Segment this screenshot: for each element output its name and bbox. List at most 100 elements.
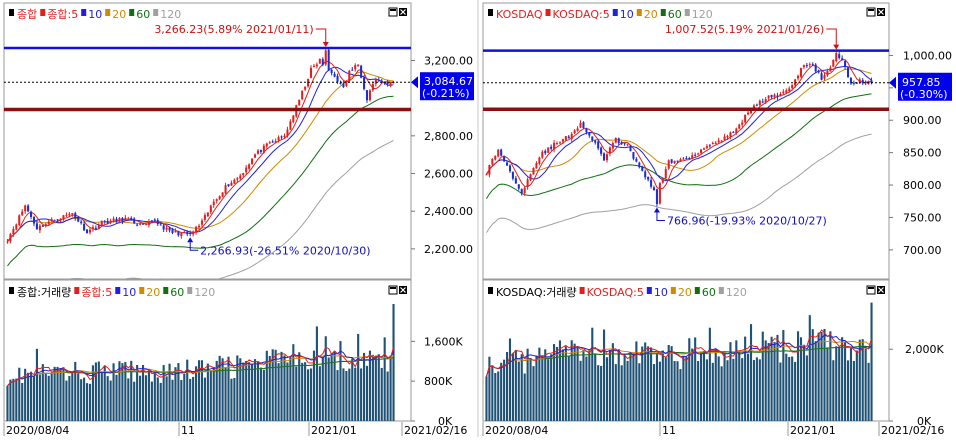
volume-subchart: 종합:거래량 종합:5 10 20 60 120 [3, 279, 412, 422]
volume-bar [348, 368, 351, 421]
volume-bar [106, 376, 109, 421]
maximize-icon[interactable] [388, 285, 398, 295]
volume-bar [779, 362, 782, 421]
candle-body [41, 225, 44, 227]
candle-body [576, 128, 579, 131]
candle-body [714, 142, 717, 145]
square-marker-icon [670, 287, 676, 294]
volume-bar [212, 366, 215, 421]
candle-body [520, 189, 523, 194]
low-annotation: 2,266.93(-26.51% 2020/10/30) [187, 237, 371, 257]
volume-legend-item: KOSDAQ:5 [587, 286, 644, 299]
volume-bar [688, 338, 691, 421]
volume-ma-5-line [486, 329, 872, 377]
candle-body [239, 175, 242, 179]
candle-body [183, 231, 186, 233]
volume-bar [298, 352, 301, 421]
price-axis-label: 2,600.00 [424, 168, 473, 181]
panel-kosdaq: KOSDAQ KOSDAQ:5 10 20 60 120 1,007.52(5.19% 20… [482, 2, 890, 422]
candle-body [561, 139, 564, 142]
candle-body [251, 158, 254, 165]
volume-bar [602, 329, 606, 421]
volume-bar [197, 360, 201, 421]
volume-bar [629, 353, 632, 421]
volume-bar [529, 357, 532, 421]
square-marker-icon [684, 9, 690, 16]
volume-moving-averages [7, 346, 394, 387]
candle-body [652, 187, 656, 191]
volume-bar [44, 373, 47, 421]
candle-body [635, 158, 638, 162]
volume-bar [764, 340, 767, 421]
volume-bar [153, 373, 156, 421]
candle-body [529, 174, 532, 181]
volume-bar [776, 334, 779, 421]
volume-bar [195, 366, 198, 421]
candle-body [708, 145, 711, 147]
volume-legend-item: 종합:5 [81, 286, 112, 299]
volume-bar [242, 362, 245, 421]
volume-bar [118, 361, 121, 421]
volume-bar [711, 362, 714, 421]
candle-body [53, 219, 56, 221]
candle-body [644, 171, 647, 178]
candle-body [497, 149, 500, 157]
volume-bar [245, 360, 248, 421]
volume-bar [826, 347, 829, 421]
volume-bar [697, 361, 700, 421]
maximize-icon[interactable] [866, 285, 876, 295]
volume-bar [823, 328, 826, 421]
volume-bar [50, 373, 53, 421]
candle-body [259, 149, 262, 152]
candle-body [741, 122, 744, 125]
candle-body [655, 189, 658, 205]
candle-body [227, 184, 230, 187]
volume-legend-item: 10 [122, 286, 136, 299]
maximize-icon[interactable] [866, 7, 876, 17]
low-annotation-arrow [189, 239, 199, 251]
candle-body [248, 164, 251, 169]
maximize-icon[interactable] [388, 7, 398, 17]
high-annotation: 3,266.23(5.89% 2021/01/11) [154, 23, 329, 48]
candle-body [694, 154, 697, 156]
candle-body [351, 69, 354, 71]
candle-body [15, 224, 18, 230]
volume-bar [511, 353, 514, 421]
price-legend-item: KOSDAQ:5 [553, 8, 610, 21]
volume-bar [626, 360, 629, 421]
volume-bar [705, 359, 708, 421]
volume-bar [386, 371, 389, 421]
candle-body [230, 182, 233, 186]
volume-axis-label: 800K [424, 375, 453, 388]
volume-bar [209, 370, 212, 421]
candle-body [68, 213, 71, 216]
candle-body [767, 95, 770, 99]
volume-bar [852, 360, 855, 421]
candle-body [603, 153, 606, 161]
volume-ma-60-line [486, 345, 872, 377]
volume-bar [752, 360, 756, 421]
candle-body [570, 133, 573, 140]
x-axis-label: 2020/08/04 [485, 424, 548, 437]
candle-body [553, 142, 556, 150]
volume-bar [277, 363, 280, 421]
volume-bar [788, 357, 791, 421]
volume-ma-5-line [7, 346, 394, 387]
volume-bar [177, 363, 180, 421]
candle-body [608, 147, 611, 154]
volume-bar [611, 343, 614, 421]
candle-body [779, 93, 782, 97]
current-price-value: 3,084.67 [424, 75, 473, 88]
candle-body [523, 187, 526, 194]
candle-body [823, 75, 826, 79]
volume-bar [747, 353, 750, 421]
volume-bar [664, 357, 667, 421]
candle-body [177, 231, 180, 236]
candle-body [212, 201, 215, 206]
volume-bar [500, 362, 503, 421]
candle-body [265, 143, 268, 147]
candle-body [550, 146, 553, 149]
candle-body [374, 79, 377, 84]
price-legend-item: 60 [136, 8, 150, 21]
candle-body [59, 218, 62, 221]
